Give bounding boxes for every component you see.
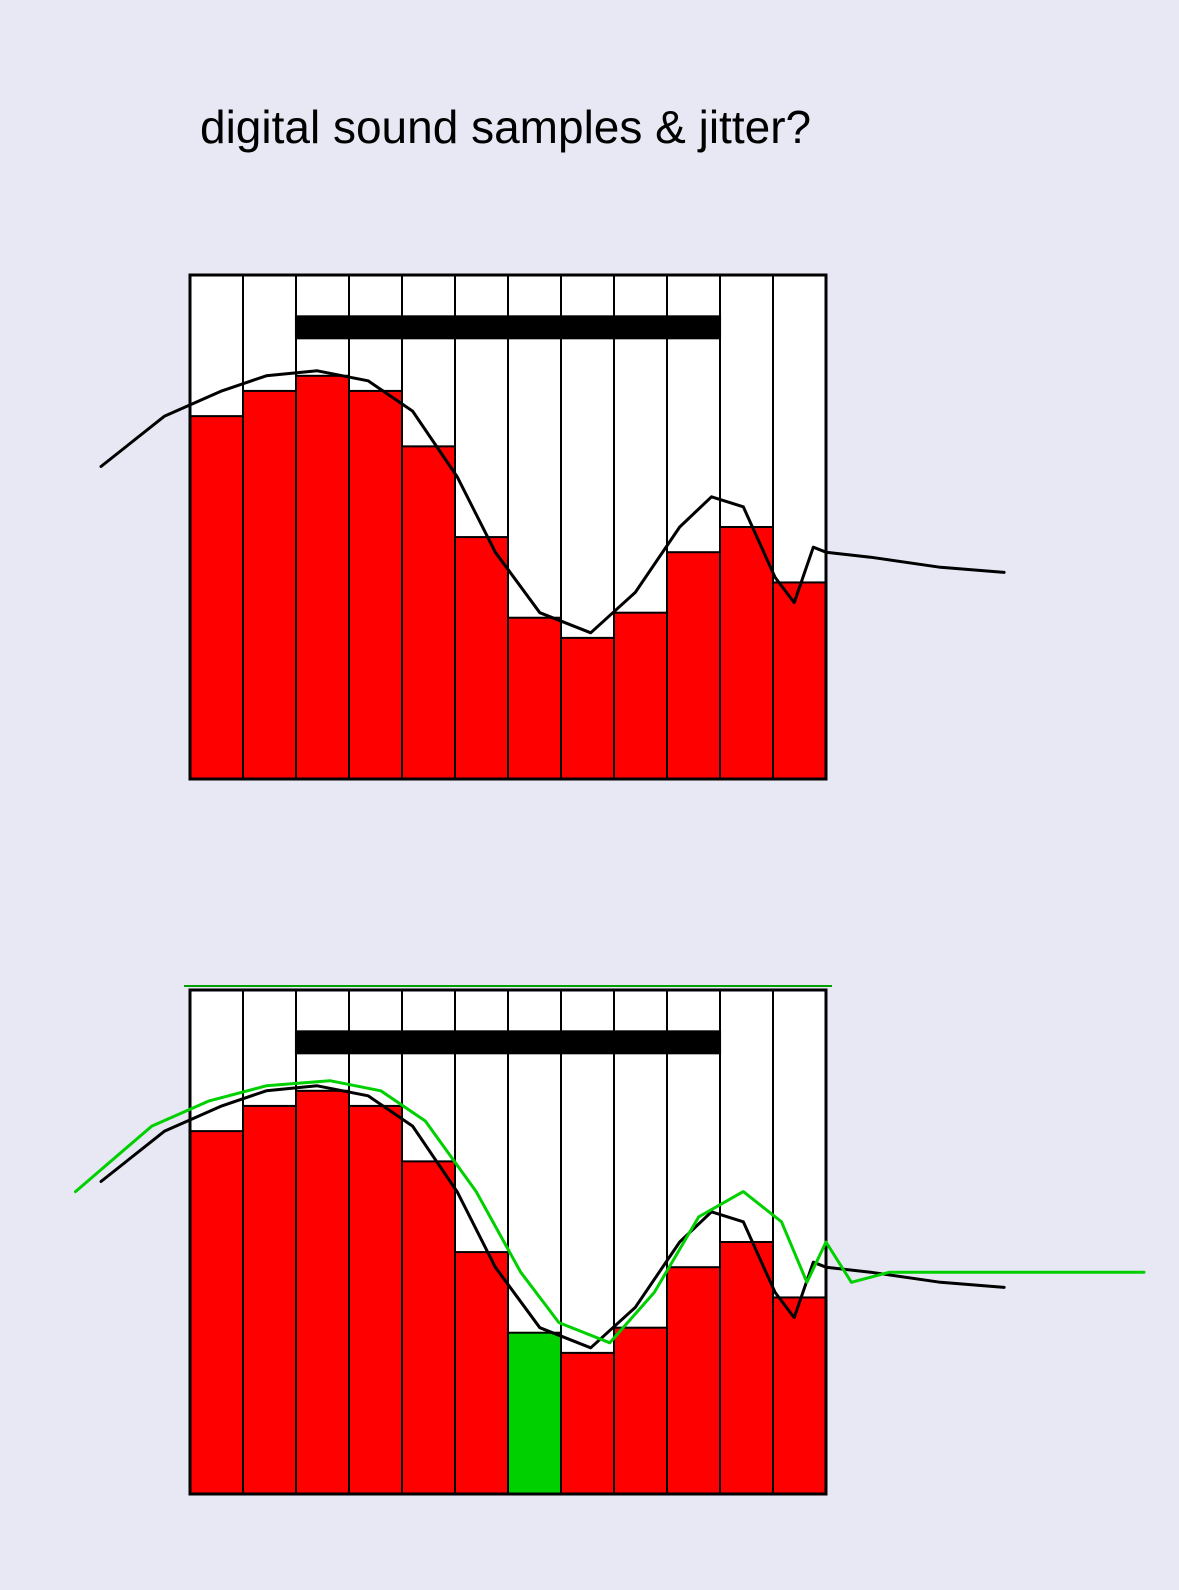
page: digital sound samples & jitter? — [0, 0, 1179, 1590]
chart-bottom — [10, 970, 1179, 1514]
chart-top — [10, 255, 1179, 799]
page-title: digital sound samples & jitter? — [200, 100, 811, 154]
